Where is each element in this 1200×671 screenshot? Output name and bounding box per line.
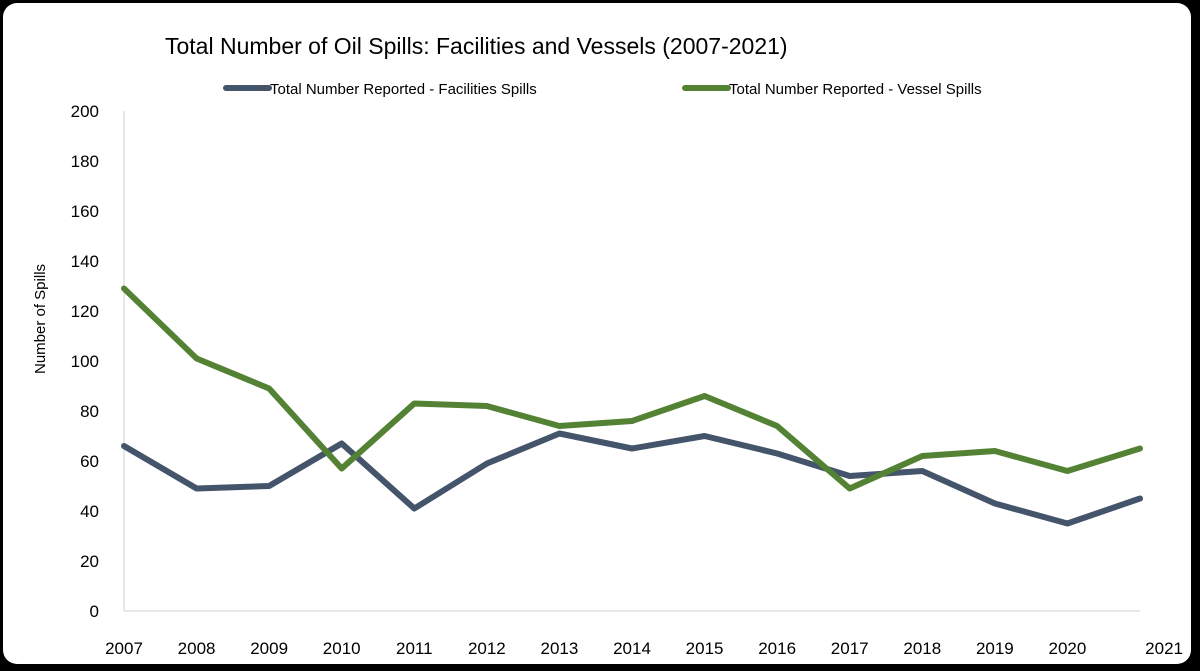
x-tick-label: 2020 <box>1049 639 1087 658</box>
y-tick-label: 120 <box>71 302 99 321</box>
series-line-facilities <box>121 430 1143 527</box>
data-point <box>994 503 996 504</box>
data-point <box>558 433 560 434</box>
y-tick-label: 60 <box>80 452 99 471</box>
line-chart: Total Number of Oil Spills: Facilities a… <box>32 33 1183 658</box>
data-point <box>123 445 125 447</box>
x-tick-label: 2018 <box>903 639 941 658</box>
data-point <box>849 488 851 489</box>
data-point <box>123 288 125 289</box>
data-point <box>921 455 923 457</box>
y-axis-ticks: 0 20 40 60 80 100 120 140 160 180 200 <box>71 102 99 621</box>
legend-entry-label: Total Number Reported - Vessel Spills <box>729 81 982 98</box>
data-point <box>631 448 633 449</box>
y-tick-label: 160 <box>71 202 99 221</box>
x-tick-label: 2019 <box>976 639 1014 658</box>
x-tick-label: 2013 <box>541 639 579 658</box>
x-tick-label: 2016 <box>758 639 796 658</box>
y-tick-label: 80 <box>80 402 99 421</box>
y-tick-label: 0 <box>90 602 99 621</box>
x-tick-label: 2021 <box>1145 639 1183 658</box>
chart-title: Total Number of Oil Spills: Facilities a… <box>165 33 788 59</box>
data-point <box>921 470 923 472</box>
data-point <box>1066 470 1068 472</box>
x-tick-label: 2014 <box>613 639 651 658</box>
x-tick-label: 2007 <box>105 639 143 658</box>
chart-frame: Total Number of Oil Spills: Facilities a… <box>3 3 1191 664</box>
x-tick-label: 2015 <box>686 639 724 658</box>
y-tick-label: 180 <box>71 152 99 171</box>
data-point <box>1066 523 1068 524</box>
y-axis-label: Number of Spills <box>32 264 49 374</box>
data-point <box>196 488 198 489</box>
legend-entry-label: Total Number Reported - Facilities Spill… <box>270 81 537 98</box>
data-point <box>776 453 778 454</box>
x-tick-label: 2010 <box>323 639 361 658</box>
data-point <box>196 358 198 359</box>
data-point <box>268 388 270 389</box>
data-point <box>704 435 706 437</box>
y-tick-label: 200 <box>71 102 99 121</box>
data-point <box>631 420 633 422</box>
y-tick-label: 40 <box>80 502 99 521</box>
y-tick-label: 140 <box>71 252 99 271</box>
data-point <box>776 425 778 427</box>
data-point <box>268 485 270 487</box>
data-point <box>413 403 415 404</box>
data-point <box>994 450 996 452</box>
data-point <box>558 425 560 427</box>
data-point <box>849 475 851 477</box>
x-tick-label: 2012 <box>468 639 506 658</box>
data-point <box>486 463 488 464</box>
x-tick-label: 2017 <box>831 639 869 658</box>
legend: Total Number Reported - Facilities Spill… <box>223 81 982 98</box>
y-tick-label: 100 <box>71 352 99 371</box>
y-tick-label: 20 <box>80 552 99 571</box>
data-point <box>704 395 706 397</box>
data-point <box>1139 448 1141 449</box>
data-point <box>413 508 415 509</box>
data-point <box>1139 498 1141 499</box>
series-lines <box>121 285 1143 527</box>
data-point <box>341 468 343 469</box>
data-point <box>341 443 343 444</box>
x-tick-label: 2008 <box>178 639 216 658</box>
x-tick-label: 2009 <box>250 639 288 658</box>
x-axis-ticks: 2007 2008 2009 2010 2011 2012 2013 2014 2015 2016… <box>105 639 1183 658</box>
x-tick-label: 2011 <box>396 639 433 658</box>
series-line-vessels <box>121 285 1143 492</box>
data-point <box>486 405 488 407</box>
